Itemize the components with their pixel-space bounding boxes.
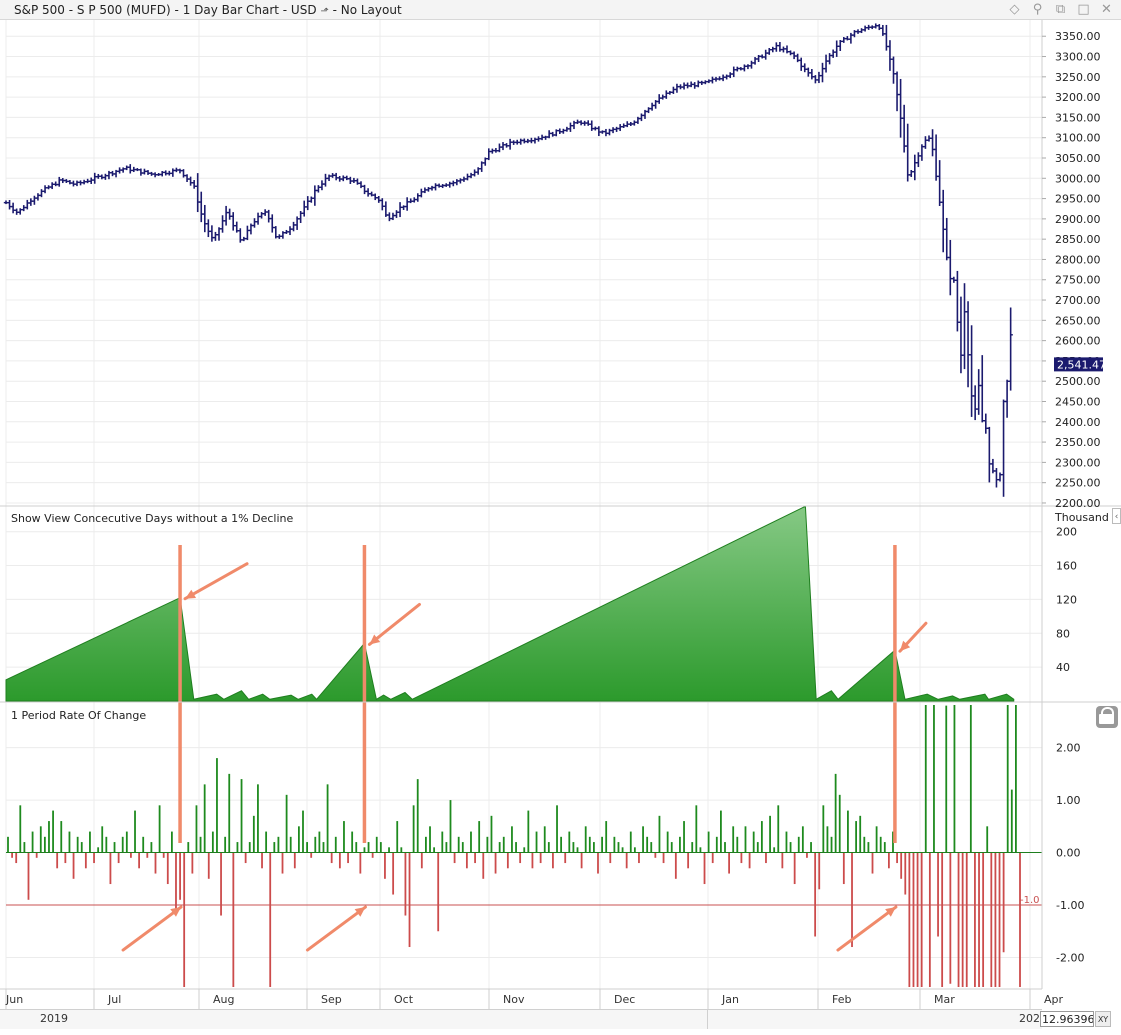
roc-panel-title: 1 Period Rate Of Change xyxy=(11,709,146,722)
pin-icon[interactable]: ⚲ xyxy=(1032,2,1043,17)
area-units-label: Thousand xyxy=(1054,511,1109,524)
price-tick-label: 3050.00 xyxy=(1055,152,1101,165)
price-tick-label: 2950.00 xyxy=(1055,193,1101,206)
roc-tick-label: 0.00 xyxy=(1056,847,1081,860)
area-tick-label: 200 xyxy=(1056,526,1077,539)
annotation-arrow xyxy=(305,905,367,952)
roc-threshold-label: -1.0 xyxy=(1020,895,1040,906)
window-controls: ◇ ⚲ ⧉ □ ✕ xyxy=(1006,2,1115,17)
chart-area[interactable]: -1.0 Jun Jul Aug Sep Oct Nov Dec Jan Feb Mar Apr 33… xyxy=(0,20,1121,1009)
annotation-arrow xyxy=(121,905,183,952)
roc-tick-label: -2.00 xyxy=(1056,952,1084,965)
price-tick-label: 2300.00 xyxy=(1055,456,1101,469)
last-price-label: 2,541.47 xyxy=(1057,358,1106,371)
month-label: Mar xyxy=(934,993,955,1006)
month-label: Feb xyxy=(832,993,851,1006)
close-icon[interactable]: ✕ xyxy=(1101,2,1112,17)
chart-title-bar: S&P 500 - S P 500 (MUFD) - 1 Day Bar Cha… xyxy=(0,0,1121,20)
price-tick-label: 3250.00 xyxy=(1055,71,1101,84)
month-label: Sep xyxy=(321,993,342,1006)
price-bars xyxy=(3,23,1013,497)
time-axis-year-row xyxy=(0,1009,707,1029)
xy-toggle-button[interactable]: XY xyxy=(1095,1011,1111,1027)
price-tick-label: 3350.00 xyxy=(1055,30,1101,43)
price-tick-label: 2200.00 xyxy=(1055,497,1101,510)
diamond-icon[interactable]: ◇ xyxy=(1009,2,1020,17)
lock-icon-shackle xyxy=(1101,707,1114,717)
area-panel-title: Show View Concecutive Days without a 1% … xyxy=(11,512,293,525)
consecutive-days-area xyxy=(5,505,1015,702)
month-label: Jun xyxy=(5,993,23,1006)
month-label: Dec xyxy=(614,993,635,1006)
last-price-badge xyxy=(1054,357,1103,372)
price-tick-label: 2850.00 xyxy=(1055,233,1101,246)
annotation-arrowhead xyxy=(885,907,896,917)
year-label-2019: 2019 xyxy=(40,1012,68,1025)
scale-readout[interactable]: 12.96396 xyxy=(1040,1011,1094,1027)
annotation-arrow xyxy=(836,905,898,952)
link-icon[interactable]: ⬏ xyxy=(320,6,329,17)
maximize-icon[interactable]: □ xyxy=(1077,2,1090,17)
area-tick-label: 40 xyxy=(1056,661,1070,674)
layout-label: - No Layout xyxy=(332,3,402,17)
area-tick-label: 80 xyxy=(1056,627,1070,640)
price-tick-label: 2400.00 xyxy=(1055,416,1101,429)
price-tick-label: 2800.00 xyxy=(1055,253,1101,266)
month-label: Nov xyxy=(503,993,525,1006)
annotation-arrowhead xyxy=(369,634,381,645)
time-axis-year-row-right xyxy=(707,1009,1042,1029)
area-tick-label: 120 xyxy=(1056,593,1077,606)
roc-tick-label: 1.00 xyxy=(1056,794,1081,807)
price-tick-label: 2750.00 xyxy=(1055,274,1101,287)
price-tick-label: 3200.00 xyxy=(1055,91,1101,104)
annotation-arrowhead xyxy=(185,589,197,599)
lock-icon-body xyxy=(1099,714,1114,724)
consecutive-days-area-path xyxy=(5,505,1015,702)
price-tick-label: 2900.00 xyxy=(1055,213,1101,226)
annotation-arrow xyxy=(367,602,421,646)
price-tick-label: 3100.00 xyxy=(1055,132,1101,145)
price-tick-label: 3150.00 xyxy=(1055,111,1101,124)
chart-title-text: S&P 500 - S P 500 (MUFD) - 1 Day Bar Cha… xyxy=(14,3,317,17)
collapse-panel-button[interactable]: ‹ xyxy=(1112,508,1121,524)
roc-tick-label: 2.00 xyxy=(1056,742,1081,755)
restore-icon[interactable]: ⧉ xyxy=(1055,2,1066,17)
annotation-arrowhead xyxy=(899,640,911,652)
month-label: Apr xyxy=(1044,993,1064,1006)
rate-of-change-bars: -1.0 xyxy=(6,705,1042,987)
price-tick-label: 2450.00 xyxy=(1055,396,1101,409)
annotation-arrowhead xyxy=(354,907,366,917)
annotation-arrowhead xyxy=(170,907,182,917)
price-tick-label: 2600.00 xyxy=(1055,335,1101,348)
month-label: Oct xyxy=(394,993,414,1006)
month-label: Aug xyxy=(213,993,234,1006)
annotation-arrow xyxy=(183,562,249,601)
price-tick-label: 2250.00 xyxy=(1055,477,1101,490)
price-tick-label: 3300.00 xyxy=(1055,51,1101,64)
grid-lines xyxy=(5,20,1042,989)
axes: Jun Jul Aug Sep Oct Nov Dec Jan Feb Mar Apr 3350.00… xyxy=(0,20,1121,1009)
month-label: Jul xyxy=(107,993,121,1006)
month-label: Jan xyxy=(721,993,739,1006)
chart-title: S&P 500 - S P 500 (MUFD) - 1 Day Bar Cha… xyxy=(14,3,402,17)
price-tick-label: 3000.00 xyxy=(1055,172,1101,185)
price-tick-label: 2700.00 xyxy=(1055,294,1101,307)
roc-tick-label: -1.00 xyxy=(1056,899,1084,912)
price-tick-label: 2500.00 xyxy=(1055,375,1101,388)
area-tick-label: 160 xyxy=(1056,560,1077,573)
price-tick-label: 2650.00 xyxy=(1055,314,1101,327)
annotations xyxy=(121,545,928,952)
price-tick-label: 2350.00 xyxy=(1055,436,1101,449)
